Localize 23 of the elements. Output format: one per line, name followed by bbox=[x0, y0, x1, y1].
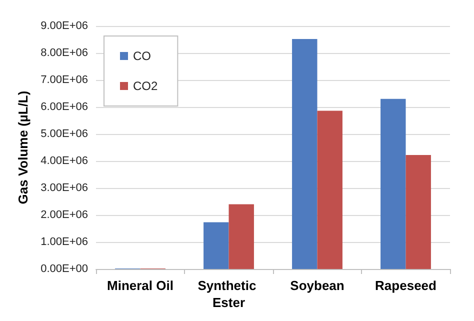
bar bbox=[317, 110, 342, 269]
bar bbox=[292, 38, 318, 269]
y-tick-label: 7.00E+06 bbox=[40, 74, 88, 86]
bar bbox=[406, 155, 431, 269]
y-tick-label: 8.00E+06 bbox=[40, 47, 88, 59]
y-tick-label: 1.00E+06 bbox=[40, 236, 88, 248]
y-tick-label: 0.00E+00 bbox=[40, 263, 88, 275]
y-tick-label: 5.00E+06 bbox=[40, 128, 88, 140]
y-tick-label: 6.00E+06 bbox=[40, 101, 88, 113]
x-tick-label: Synthetic Ester bbox=[198, 278, 260, 310]
y-tick-label: 9.00E+06 bbox=[40, 20, 88, 32]
y-tick-label: 2.00E+06 bbox=[40, 209, 88, 221]
y-tick-label: 4.00E+06 bbox=[40, 155, 88, 167]
bar bbox=[228, 204, 254, 269]
bar bbox=[204, 222, 229, 269]
legend-label: CO2 bbox=[133, 79, 158, 93]
x-tick-label: Rapeseed bbox=[375, 278, 437, 293]
bar bbox=[380, 98, 406, 269]
legend-label: CO bbox=[133, 49, 151, 63]
y-axis-title: Gas Volume (µL/L) bbox=[16, 90, 31, 204]
x-tick-label: Mineral Oil bbox=[107, 278, 174, 293]
y-tick-label: 3.00E+06 bbox=[40, 182, 88, 194]
x-tick-label: Soybean bbox=[290, 278, 344, 293]
